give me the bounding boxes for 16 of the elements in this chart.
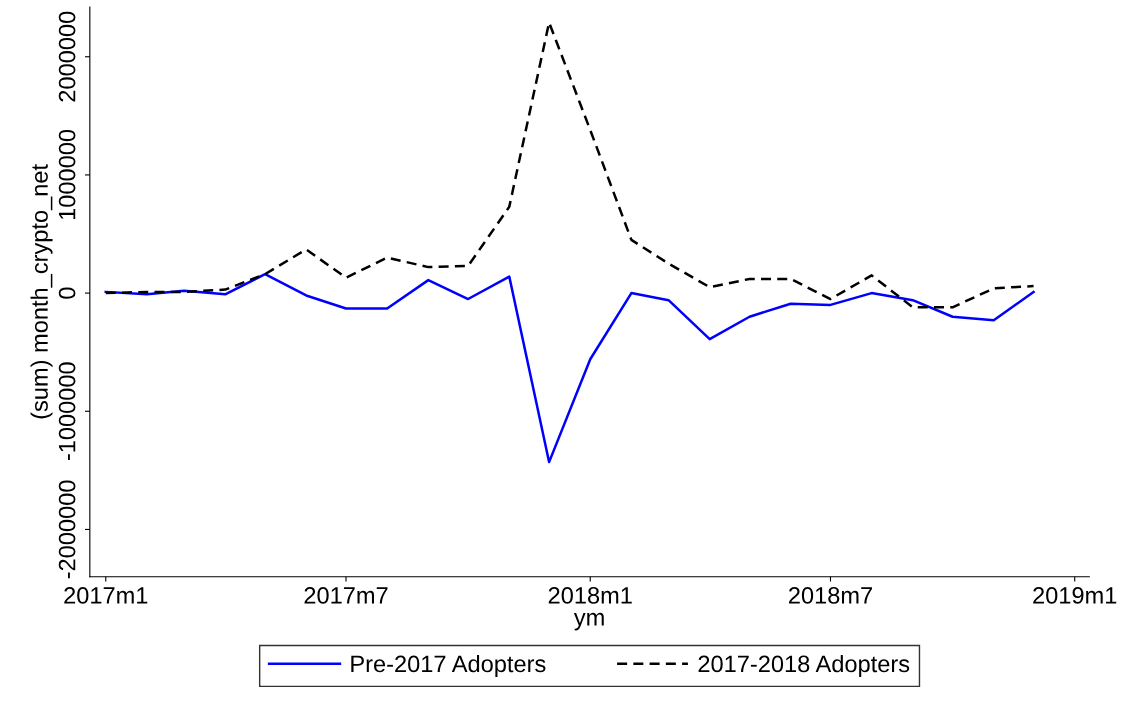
y-tick-label: 1000000 — [58, 129, 76, 220]
y-tick-label: 2000000 — [58, 11, 76, 102]
x-tick-label: 2017m1 — [64, 587, 148, 604]
x-tick-label: 2018m7 — [789, 587, 872, 604]
legend-label: 2017-2018 Adopters — [698, 654, 910, 677]
x-tick-label: 2017m7 — [304, 587, 388, 604]
x-axis-title: ym — [573, 612, 604, 631]
line-series — [104, 21, 1035, 309]
y-tick-label: 0 — [58, 287, 76, 299]
y-axis-title: (sum) month_crypto_net — [30, 164, 53, 419]
y-tick-label: -1000000 — [58, 362, 76, 461]
x-tick-label: 2019m1 — [1033, 587, 1117, 604]
x-tick-label: 2018m1 — [548, 587, 632, 604]
line-series — [104, 272, 1035, 464]
y-tick-label: -2000000 — [58, 480, 76, 579]
legend-label: Pre-2017 Adopters — [351, 654, 546, 677]
